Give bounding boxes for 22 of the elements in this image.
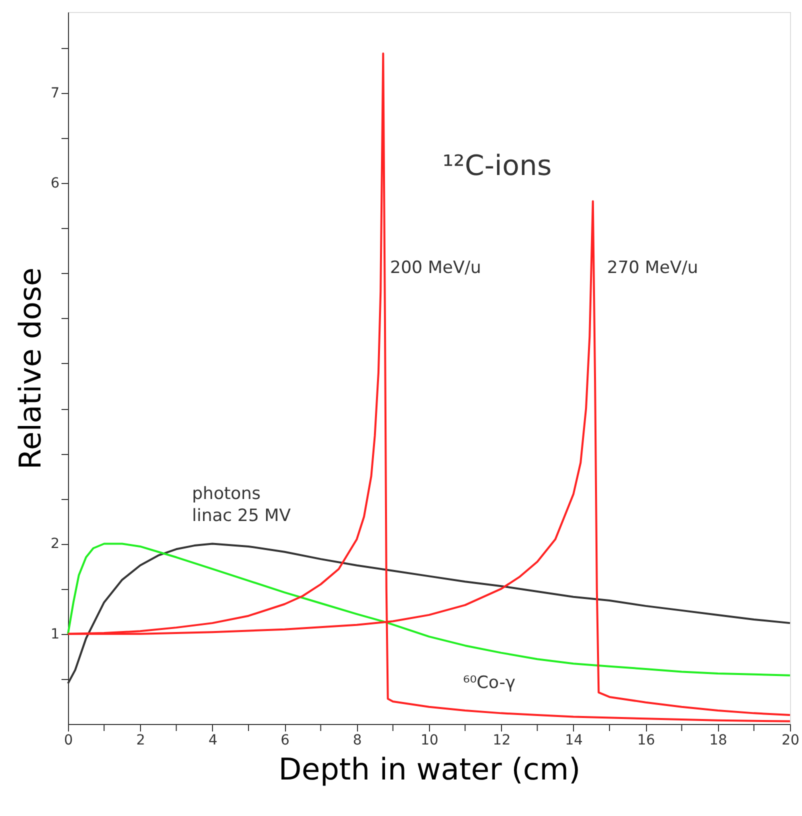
x-tick-label: 18 bbox=[709, 732, 728, 748]
annotation: ¹²C-ions bbox=[442, 149, 552, 182]
x-tick-label: 10 bbox=[420, 732, 438, 748]
y-tick-label: 7 bbox=[50, 86, 60, 102]
x-tick-label: 2 bbox=[136, 732, 146, 748]
x-tick-label: 20 bbox=[782, 732, 800, 748]
y-tick-label: 6 bbox=[50, 176, 60, 192]
x-tick-label: 12 bbox=[492, 732, 511, 748]
x-tick-label: 6 bbox=[280, 732, 290, 748]
annotation: 270 MeV/u bbox=[607, 258, 698, 278]
x-tick-label: 0 bbox=[64, 732, 73, 748]
x-tick-label: 16 bbox=[637, 732, 656, 748]
annotation: ⁶⁰Co-γ bbox=[463, 673, 516, 693]
y-axis-title: Relative dose bbox=[14, 267, 49, 470]
y-tick-label: 2 bbox=[50, 536, 60, 552]
x-axis-title: Depth in water (cm) bbox=[278, 752, 580, 788]
x-tick-label: 4 bbox=[208, 732, 218, 748]
x-tick-label: 8 bbox=[352, 732, 362, 748]
annotation: 200 MeV/u bbox=[390, 258, 482, 278]
y-tick-label: 1 bbox=[50, 626, 60, 642]
annotation: photons linac 25 MV bbox=[192, 484, 292, 526]
x-tick-label: 14 bbox=[564, 732, 583, 748]
